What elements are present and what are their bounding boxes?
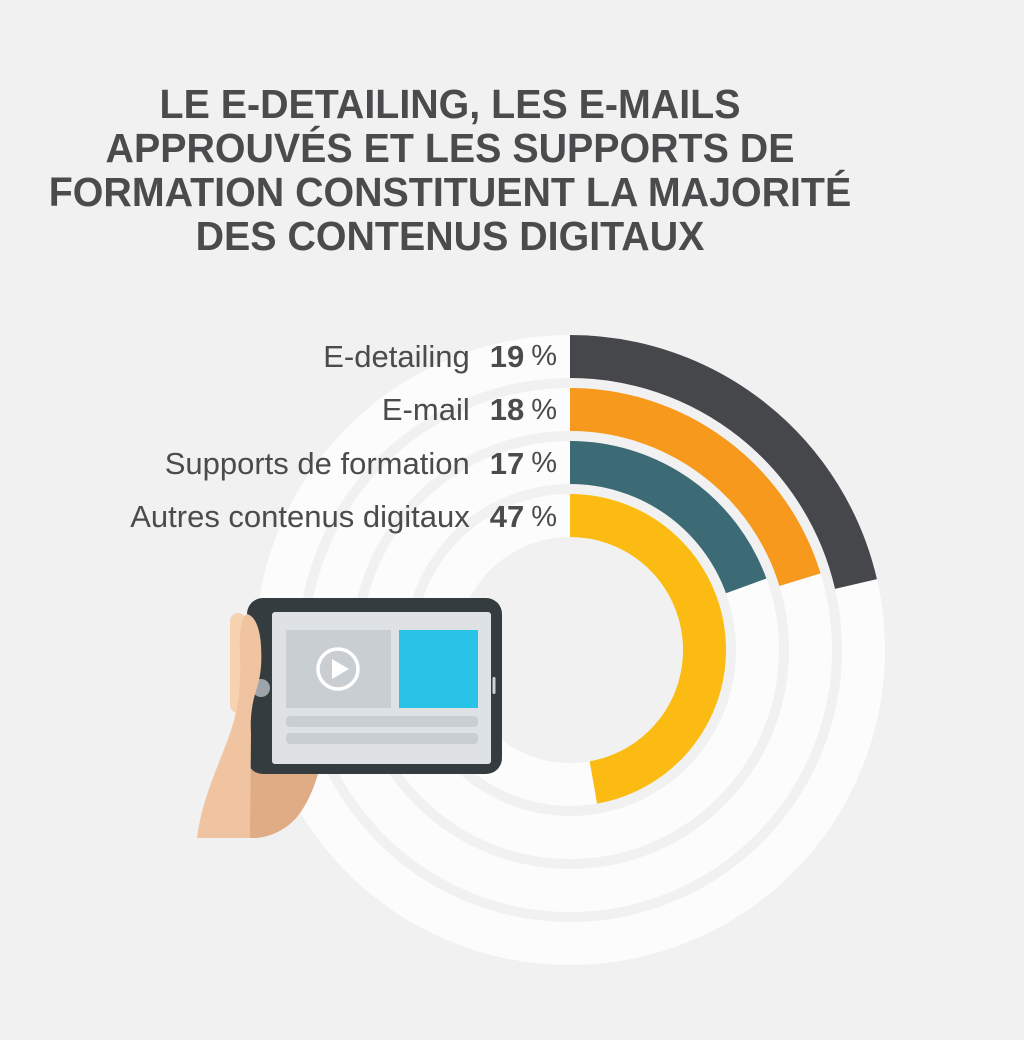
text-bar-2 (286, 733, 478, 744)
legend-unit: % (531, 393, 557, 426)
play-icon-circle (316, 647, 360, 691)
legend-value: 17 (489, 445, 525, 481)
chart-title: LE E-DETAILING, LES E-MAILS APPROUVÉS ET… (18, 82, 882, 258)
image-panel (399, 630, 478, 708)
arc-0-e-detailing (569, 335, 877, 589)
arc-1-e-mail (569, 388, 821, 587)
chart-title-line-3: FORMATION CONSTITUENT LA MAJORITÉ (48, 169, 852, 215)
legend-row-2: Supports de formation 17% (0, 437, 557, 491)
legend-unit: % (531, 340, 557, 373)
legend-label: Autres contenus digitaux (130, 499, 470, 535)
legend-unit: % (531, 500, 557, 533)
arc-2-supports-de-formation (569, 441, 767, 594)
play-icon (316, 647, 360, 691)
legend-value: 47 (489, 499, 525, 535)
arc-3-autres-contenus-digitaux (569, 494, 727, 804)
hand (197, 614, 262, 838)
legend-value: 19 (489, 338, 525, 374)
chart-title-line-1: LE E-DETAILING, LES E-MAILS (159, 81, 741, 127)
legend-label: Supports de formation (164, 445, 470, 481)
chart-legend: E-detailing 19% E-mail 18% Supports de forma… (0, 330, 557, 544)
text-bar-1 (286, 716, 478, 727)
chart-title-line-4: DES CONTENUS DIGITAUX (195, 213, 705, 259)
legend-row-3: Autres contenus digitaux 47% (0, 491, 557, 545)
legend-row-1: E-mail 18% (0, 384, 557, 438)
chart-title-line-2: APPROUVÉS ET LES SUPPORTS DE (105, 125, 795, 171)
legend-value: 18 (489, 392, 525, 428)
legend-unit: % (531, 447, 557, 480)
legend-label: E-detailing (323, 338, 470, 374)
side-button-icon (492, 677, 496, 694)
legend-row-0: E-detailing 19% (0, 330, 557, 384)
legend-label: E-mail (381, 392, 470, 428)
play-icon-triangle (332, 659, 349, 679)
